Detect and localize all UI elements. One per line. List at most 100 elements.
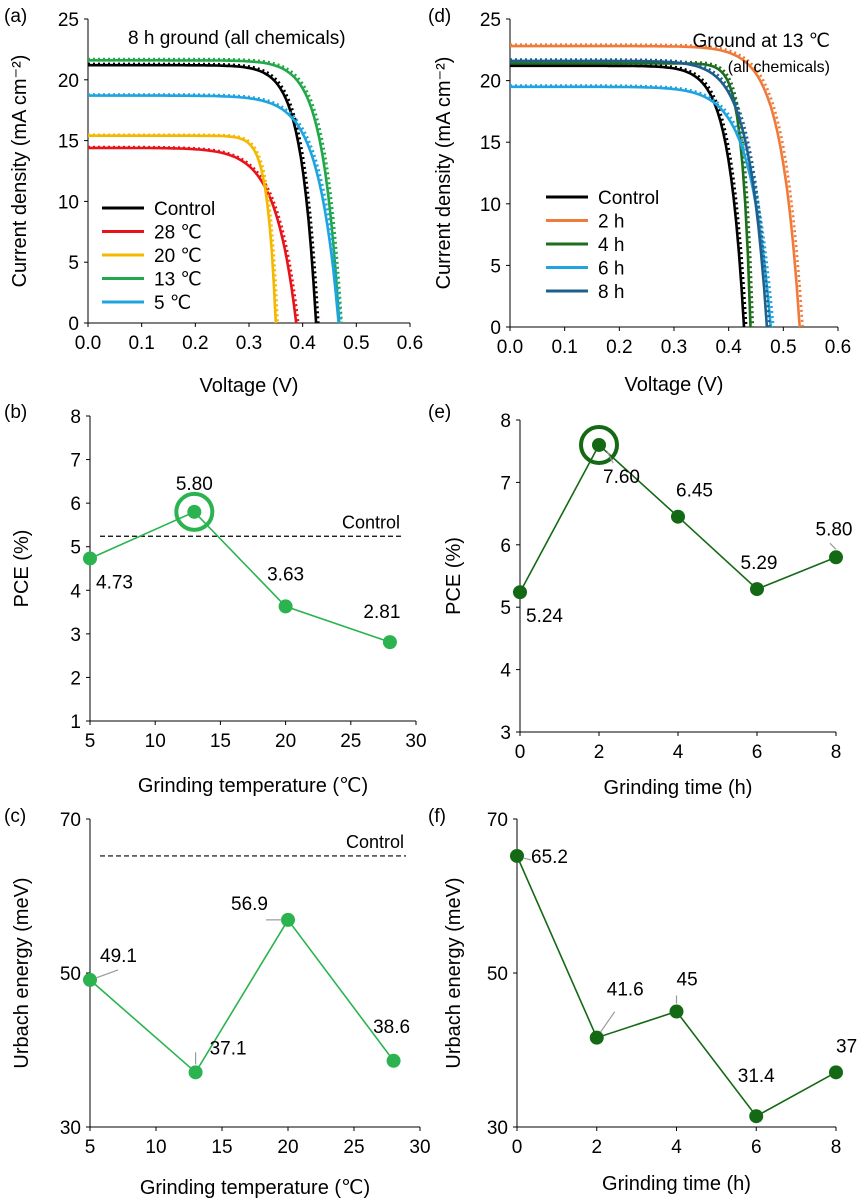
y-tick-label: 1 [70, 712, 81, 733]
legend-label: 2 h [598, 212, 624, 233]
x-tick-label: 0.3 [236, 333, 262, 354]
x-tick-label: 0.4 [289, 333, 316, 354]
jv-curve-fit [88, 57, 343, 324]
y-tick-label: 8 [500, 411, 511, 432]
legend-label: 6 h [598, 259, 624, 280]
panel-label: (f) [428, 806, 446, 827]
x-tick-label: 30 [409, 1137, 430, 1158]
y-tick-label: 15 [58, 132, 79, 153]
x-axis-label: Voltage (V) [200, 375, 299, 397]
data-label: 7.60 [603, 467, 640, 488]
panel-label: (c) [4, 806, 26, 827]
jv-curve [510, 64, 746, 328]
data-point [669, 1004, 684, 1019]
data-label: 4.73 [96, 572, 133, 593]
x-tick-label: 0.3 [661, 337, 687, 358]
x-tick-label: 2 [591, 1137, 602, 1158]
x-tick-label: 20 [275, 731, 296, 752]
data-point [749, 1109, 764, 1124]
panel-label: (d) [428, 6, 451, 27]
y-tick-label: 4 [500, 661, 511, 682]
jv-curve-fit [88, 62, 320, 324]
data-label: 45 [677, 970, 698, 991]
data-label: 5.24 [526, 606, 563, 627]
y-tick-label: 0 [68, 314, 79, 335]
data-label: 38.6 [373, 1017, 410, 1038]
panel-label: (e) [428, 402, 451, 423]
x-tick-label: 4 [673, 742, 684, 763]
data-point [510, 848, 524, 863]
data-point [83, 972, 97, 987]
jv-curve-fit [510, 43, 804, 328]
legend-label: 13 ℃ [154, 270, 202, 291]
data-label-callout [600, 1011, 616, 1033]
jv-curve [510, 44, 801, 328]
y-tick-label: 4 [70, 581, 81, 602]
jv-panel-d: (d) 0.0 0.1 0.2 0.3 0.4 0.5 0.6 0 5 10 15 20 25 Voltag… [428, 6, 851, 396]
x-tick-label: 0 [512, 1137, 523, 1158]
chart-annotation: 8 h ground (all chemicals) [128, 28, 346, 49]
y-tick-label: 15 [480, 133, 501, 154]
x-tick-label: 0.1 [128, 333, 154, 354]
data-label: 5.80 [176, 474, 213, 495]
x-axis-label: Grinding time (h) [602, 1173, 751, 1195]
x-axis-label: Grinding temperature (℃) [138, 775, 368, 797]
data-point [386, 1053, 401, 1068]
jv-curve-fit [88, 93, 343, 324]
y-tick-label: 8 [70, 407, 81, 428]
data-point [281, 912, 295, 927]
data-point [750, 582, 764, 597]
x-tick-label: 25 [340, 731, 361, 752]
data-point [382, 635, 397, 650]
x-tick-label: 0.1 [551, 337, 577, 358]
y-tick-label: 7 [70, 451, 81, 472]
jv-curve [88, 63, 318, 324]
x-tick-label: 0.5 [343, 333, 369, 354]
scatter-panel-b: (b) 5 10 15 20 25 30 1 2 3 4 5 6 7 8 Grinding temperatu… [4, 402, 427, 797]
x-tick-label: 30 [405, 731, 426, 752]
x-axis-label: Voltage (V) [625, 374, 724, 396]
data-point [671, 509, 685, 524]
y-axis-label: Urbach energy (meV) [11, 877, 33, 1068]
y-tick-label: 3 [500, 723, 511, 744]
legend-label: Control [598, 188, 659, 209]
jv-curve [88, 146, 298, 324]
x-tick-label: 4 [671, 1137, 682, 1158]
x-tick-label: 15 [211, 1137, 232, 1158]
jv-curve [88, 59, 341, 324]
x-tick-label: 25 [343, 1137, 364, 1158]
jv-curve-fit [88, 133, 279, 324]
data-label-callout [606, 450, 614, 464]
data-label: 5.29 [741, 553, 778, 574]
data-point [829, 1065, 843, 1080]
data-label: 65.2 [531, 847, 568, 868]
x-tick-label: 10 [145, 731, 166, 752]
y-tick-label: 3 [70, 625, 81, 646]
highlight-ring [174, 491, 215, 532]
x-tick-label: 0.4 [715, 337, 742, 358]
x-tick-label: 20 [277, 1137, 298, 1158]
x-tick-label: 10 [145, 1137, 166, 1158]
data-label: 31.4 [738, 1066, 775, 1087]
data-point [83, 551, 97, 566]
data-label: 3.63 [267, 564, 304, 585]
x-tick-label: 0.0 [75, 333, 101, 354]
data-point [592, 437, 606, 452]
x-tick-label: 0 [515, 742, 526, 763]
x-tick-label: 5 [85, 1137, 96, 1158]
y-tick-label: 5 [70, 538, 81, 559]
scatter-panel-e: (e) 0 2 4 6 8 3 4 5 6 7 8 Grinding time (h) PCE (%) 5.… [428, 402, 852, 799]
legend-label: 28 ℃ [154, 223, 202, 244]
data-point [513, 585, 527, 600]
x-tick-label: 0.6 [397, 333, 423, 354]
x-tick-label: 8 [831, 742, 842, 763]
x-axis-label: Grinding time (h) [604, 777, 753, 799]
y-tick-label: 70 [487, 810, 508, 831]
x-tick-label: 0.6 [825, 337, 851, 358]
data-point [187, 504, 202, 519]
data-label: 56.9 [231, 894, 268, 915]
y-axis-label: Current density (mA cm⁻²) [9, 55, 31, 288]
y-tick-label: 20 [480, 72, 501, 93]
data-label: 37.1 [210, 1038, 247, 1059]
